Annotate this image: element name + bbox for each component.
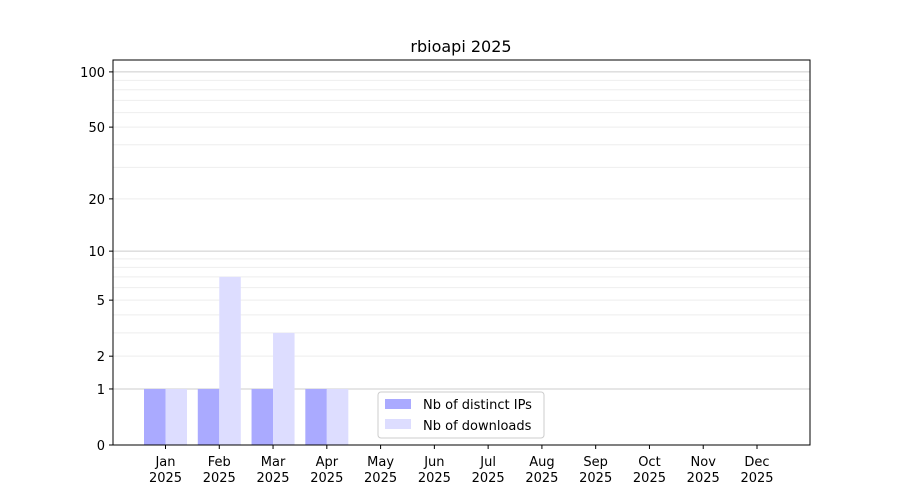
x-tick-label: Aug 2025 — [525, 455, 558, 486]
y-tick-label: 50 — [88, 121, 105, 136]
x-tick-label: Jul 2025 — [472, 455, 505, 486]
bar-distinct-ips — [144, 388, 166, 445]
x-tick-label: Dec 2025 — [740, 455, 773, 486]
bar-distinct-ips — [305, 388, 327, 445]
y-tick-label: 1 — [97, 383, 105, 398]
y-axis: 0 1 2 5 10 20 50 100 — [80, 66, 113, 454]
x-tick-label: Apr 2025 — [310, 455, 343, 486]
x-tick-label: May 2025 — [364, 455, 397, 486]
x-tick-label: Feb 2025 — [203, 455, 236, 486]
legend-label-ips: Nb of distinct IPs — [423, 398, 532, 413]
y-tick-label: 20 — [88, 193, 105, 208]
legend-swatch-downloads — [385, 419, 411, 429]
bar-distinct-ips — [197, 388, 220, 445]
x-tick-label: Nov 2025 — [687, 455, 720, 486]
legend: Nb of distinct IPs Nb of downloads — [377, 391, 545, 439]
y-tick-label: 100 — [80, 66, 105, 81]
x-tick-label: Mar 2025 — [256, 455, 289, 486]
bar-downloads — [273, 332, 295, 445]
grid — [113, 71, 810, 390]
legend-box — [377, 391, 545, 439]
y-tick-label: 0 — [97, 439, 105, 454]
chart-title: rbioapi 2025 — [410, 37, 511, 56]
y-tick-label: 2 — [97, 350, 105, 365]
x-tick-label: Jun 2025 — [418, 455, 451, 486]
x-tick-label: Jan 2025 — [149, 455, 182, 486]
legend-label-downloads: Nb of downloads — [423, 419, 532, 434]
legend-swatch-ips — [385, 399, 411, 409]
bars — [144, 276, 349, 445]
y-tick-label: 5 — [97, 294, 105, 309]
bar-downloads — [326, 388, 349, 445]
bar-downloads — [165, 388, 187, 445]
x-tick-label: Oct 2025 — [633, 455, 666, 486]
bar-distinct-ips — [251, 388, 274, 445]
x-tick-label: Sep 2025 — [579, 455, 612, 486]
plot-frame — [112, 59, 811, 446]
y-tick-label: 10 — [88, 245, 105, 260]
x-axis: Jan 2025 Feb 2025 Mar 2025 Apr 2025 May 2025 Jun 20… — [149, 445, 774, 486]
bar-downloads — [219, 276, 241, 445]
